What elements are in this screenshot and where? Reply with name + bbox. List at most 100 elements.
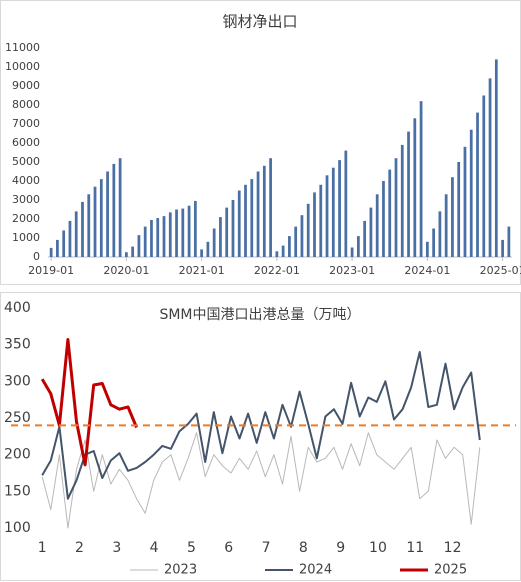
- bar: [56, 239, 59, 257]
- x-tick-label: 11: [406, 540, 424, 556]
- y-tick-label: 8000: [12, 98, 40, 111]
- x-tick-label: 5: [187, 540, 196, 556]
- bar: [457, 162, 461, 257]
- bar: [269, 158, 272, 257]
- bar: [476, 112, 479, 257]
- y-tick-label: 400: [4, 300, 31, 316]
- bar: [281, 245, 285, 257]
- y-tick-label: 5000: [12, 155, 40, 168]
- bar: [275, 251, 279, 257]
- bar: [451, 177, 454, 257]
- bar: [137, 235, 141, 257]
- x-tick-label: 8: [299, 540, 308, 556]
- bar: [313, 192, 316, 257]
- bar: [162, 216, 166, 257]
- x-tick-label: 2: [75, 540, 84, 556]
- bar: [225, 207, 229, 257]
- y-tick-label: 100: [4, 520, 31, 536]
- bar: [206, 241, 210, 257]
- y-tick-label: 3000: [12, 193, 40, 206]
- series-line: [41, 351, 481, 500]
- y-tick-label: 150: [4, 483, 31, 499]
- x-tick-label: 2019-01: [28, 264, 74, 277]
- y-tick-label: 6000: [12, 136, 40, 149]
- bar: [369, 207, 373, 257]
- bar: [356, 236, 360, 257]
- x-tick-label: 6: [224, 540, 233, 556]
- x-tick-label: 2021-01: [179, 264, 225, 277]
- x-tick-label: 2025-01: [480, 264, 521, 277]
- bar: [124, 252, 128, 257]
- x-tick-label: 4: [150, 540, 159, 556]
- x-tick-label: 2023-01: [329, 264, 375, 277]
- chart-title: SMM中国港口出港总量（万吨）: [159, 307, 360, 323]
- x-tick-label: 10: [369, 540, 387, 556]
- bar: [413, 118, 417, 257]
- bar: [288, 236, 291, 257]
- y-tick-label: 1000: [12, 231, 40, 244]
- bar: [131, 246, 135, 257]
- bar: [294, 226, 298, 257]
- x-tick-label: 2020-01: [103, 264, 149, 277]
- legend-label: 2025: [434, 563, 467, 578]
- chart-frame: [0, 0, 521, 285]
- x-tick-label: 3: [112, 540, 121, 556]
- bar: [463, 146, 467, 257]
- y-tick-label: 9000: [12, 79, 40, 92]
- bar: [344, 150, 348, 257]
- y-tick-label: 4000: [12, 174, 40, 187]
- bar: [81, 201, 84, 257]
- y-tick-label: 11000: [5, 41, 40, 54]
- bar: [143, 226, 147, 257]
- bar: [87, 194, 91, 257]
- bar: [501, 239, 504, 257]
- bar: [388, 169, 392, 257]
- bar: [168, 212, 172, 257]
- bar: [394, 158, 398, 257]
- bar: [382, 181, 385, 257]
- bar: [219, 217, 222, 257]
- x-tick-label: 7: [262, 540, 271, 556]
- bar: [407, 131, 410, 257]
- bar: [331, 167, 335, 257]
- y-tick-label: 350: [4, 337, 31, 353]
- bar: [150, 219, 153, 257]
- bar: [425, 241, 429, 257]
- x-tick-label: 12: [444, 540, 462, 556]
- x-tick-label: 2024-01: [404, 264, 450, 277]
- bar: [469, 129, 473, 257]
- series-line: [41, 432, 481, 529]
- bar: [93, 186, 97, 257]
- bar: [99, 179, 103, 257]
- bar: [156, 218, 160, 257]
- bar: [244, 184, 247, 257]
- bar: [262, 165, 266, 257]
- x-tick-label: 2022-01: [254, 264, 300, 277]
- y-tick-label: 10000: [5, 60, 40, 73]
- bar: [256, 171, 260, 257]
- bar: [181, 208, 185, 257]
- bar: [231, 200, 235, 257]
- bar: [106, 171, 109, 257]
- bar: [68, 220, 72, 257]
- bar: [200, 249, 204, 257]
- bar: [250, 179, 254, 257]
- bar: [118, 158, 122, 257]
- bar: [300, 215, 304, 257]
- bar: [444, 194, 448, 257]
- bar: [62, 230, 66, 257]
- bar: [319, 184, 323, 257]
- y-tick-label: 2000: [12, 212, 40, 225]
- legend-label: 2024: [299, 563, 332, 578]
- chart-title: 钢材净出口: [222, 13, 297, 31]
- bar: [488, 78, 492, 258]
- bar: [212, 228, 216, 257]
- bar: [74, 211, 78, 257]
- bar: [187, 205, 191, 257]
- bar: [175, 209, 178, 257]
- bar: [112, 163, 116, 257]
- bar: [400, 144, 404, 257]
- y-tick-label: 300: [4, 373, 31, 389]
- x-tick-label: 1: [38, 540, 47, 556]
